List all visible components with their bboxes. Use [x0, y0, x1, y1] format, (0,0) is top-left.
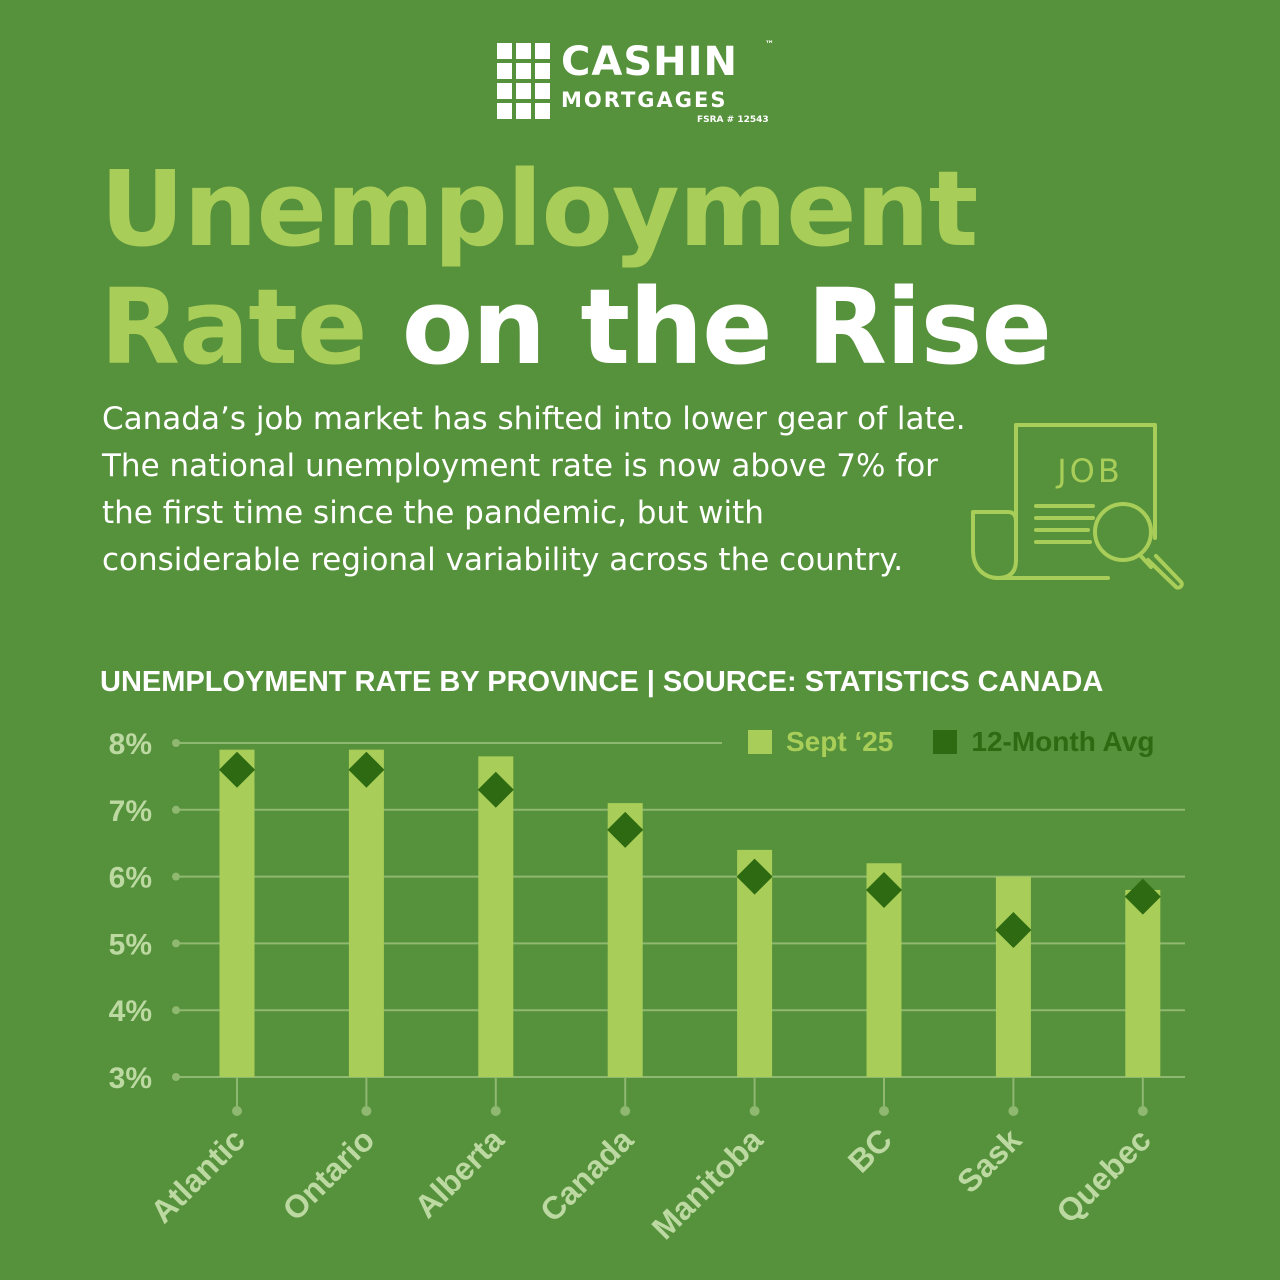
x-tick-dot [232, 1106, 242, 1116]
x-tick-dot [879, 1106, 889, 1116]
avg-marker-canada [607, 811, 644, 848]
y-tick-label: 7% [109, 795, 152, 828]
legend-marker-swatch [933, 730, 958, 754]
brand-logo: CASHIN ™ MORTGAGES FSRA # 12543 [497, 39, 787, 130]
avg-marker-alberta [477, 771, 514, 808]
title-white-line2: on the Rise [401, 266, 1052, 388]
x-tick-dot [490, 1106, 501, 1116]
legend-bar-swatch [748, 730, 772, 754]
bar-alberta [478, 756, 514, 1077]
legend-label-sept: Sept ‘25 [786, 726, 894, 757]
x-tick-label: Alberta [407, 1121, 511, 1225]
bar-canada [607, 803, 643, 1077]
legend-item-avg: 12-Month Avg [933, 726, 1154, 758]
x-tick-label: Atlantic [144, 1121, 252, 1229]
brand-subtitle: MORTGAGES [561, 88, 728, 112]
job-search-document-icon: JOB [971, 423, 1184, 590]
bar-ontario [348, 749, 384, 1077]
x-tick-label: BC [841, 1121, 899, 1179]
chart-gridlines [172, 739, 1185, 1116]
y-tick-label: 6% [109, 862, 152, 895]
y-tick-label: 3% [109, 1062, 152, 1095]
legend-label-avg: 12-Month Avg [971, 726, 1155, 757]
x-tick-dot [1137, 1106, 1148, 1116]
brand-trademark: ™ [765, 40, 774, 50]
x-tick-label: Ontario [275, 1121, 381, 1227]
x-tick-label: Canada [533, 1121, 640, 1228]
gridline-dot [172, 805, 180, 814]
intro-paragraph: Canada’s job market has shifted into low… [102, 401, 966, 578]
x-tick-dot [620, 1106, 631, 1116]
title-accent-line2: Rate [100, 266, 368, 388]
gridline-dot [172, 739, 180, 747]
chart-title: UNEMPLOYMENT RATE BY PROVINCE | SOURCE: … [100, 666, 1104, 698]
brand-name: CASHIN [561, 39, 738, 85]
bar-atlantic [219, 749, 255, 1077]
chart-markers [219, 751, 1161, 949]
gridline-dot [172, 1073, 180, 1081]
y-tick-label: 5% [109, 928, 152, 961]
x-tick-label: Manitoba [645, 1121, 770, 1246]
x-tick-dot [749, 1106, 760, 1116]
avg-marker-quebec [1124, 878, 1161, 915]
title-accent-line1: Unemployment [100, 148, 978, 270]
gridline-dot [172, 872, 180, 881]
brand-license: FSRA # 12543 [697, 115, 769, 125]
chart-bars [219, 749, 1161, 1077]
avg-marker-sask [995, 912, 1032, 949]
x-tick-dot [361, 1106, 372, 1116]
page-title: Unemployment Rate on the Rise [100, 148, 1052, 388]
logo-grid-icon [497, 43, 550, 119]
avg-marker-bc [866, 871, 902, 908]
bar-quebec [1125, 889, 1161, 1077]
legend-item-sept: Sept ‘25 [748, 726, 893, 758]
gridline-dot [172, 1006, 180, 1015]
chart-legend: Sept ‘25 12-Month Avg [748, 726, 1154, 758]
bar-sask [995, 876, 1031, 1077]
gridline-dot [172, 939, 180, 948]
x-tick-label: Quebec [1049, 1121, 1157, 1229]
y-tick-label: 4% [109, 995, 152, 1028]
job-icon-label: JOB [1055, 452, 1123, 490]
avg-marker-atlantic [219, 751, 255, 788]
avg-marker-manitoba [736, 858, 773, 895]
x-tick-label: Sask [950, 1121, 1028, 1199]
x-tick-dot [1008, 1106, 1019, 1116]
y-tick-label: 8% [109, 728, 152, 761]
avg-marker-ontario [348, 751, 385, 788]
